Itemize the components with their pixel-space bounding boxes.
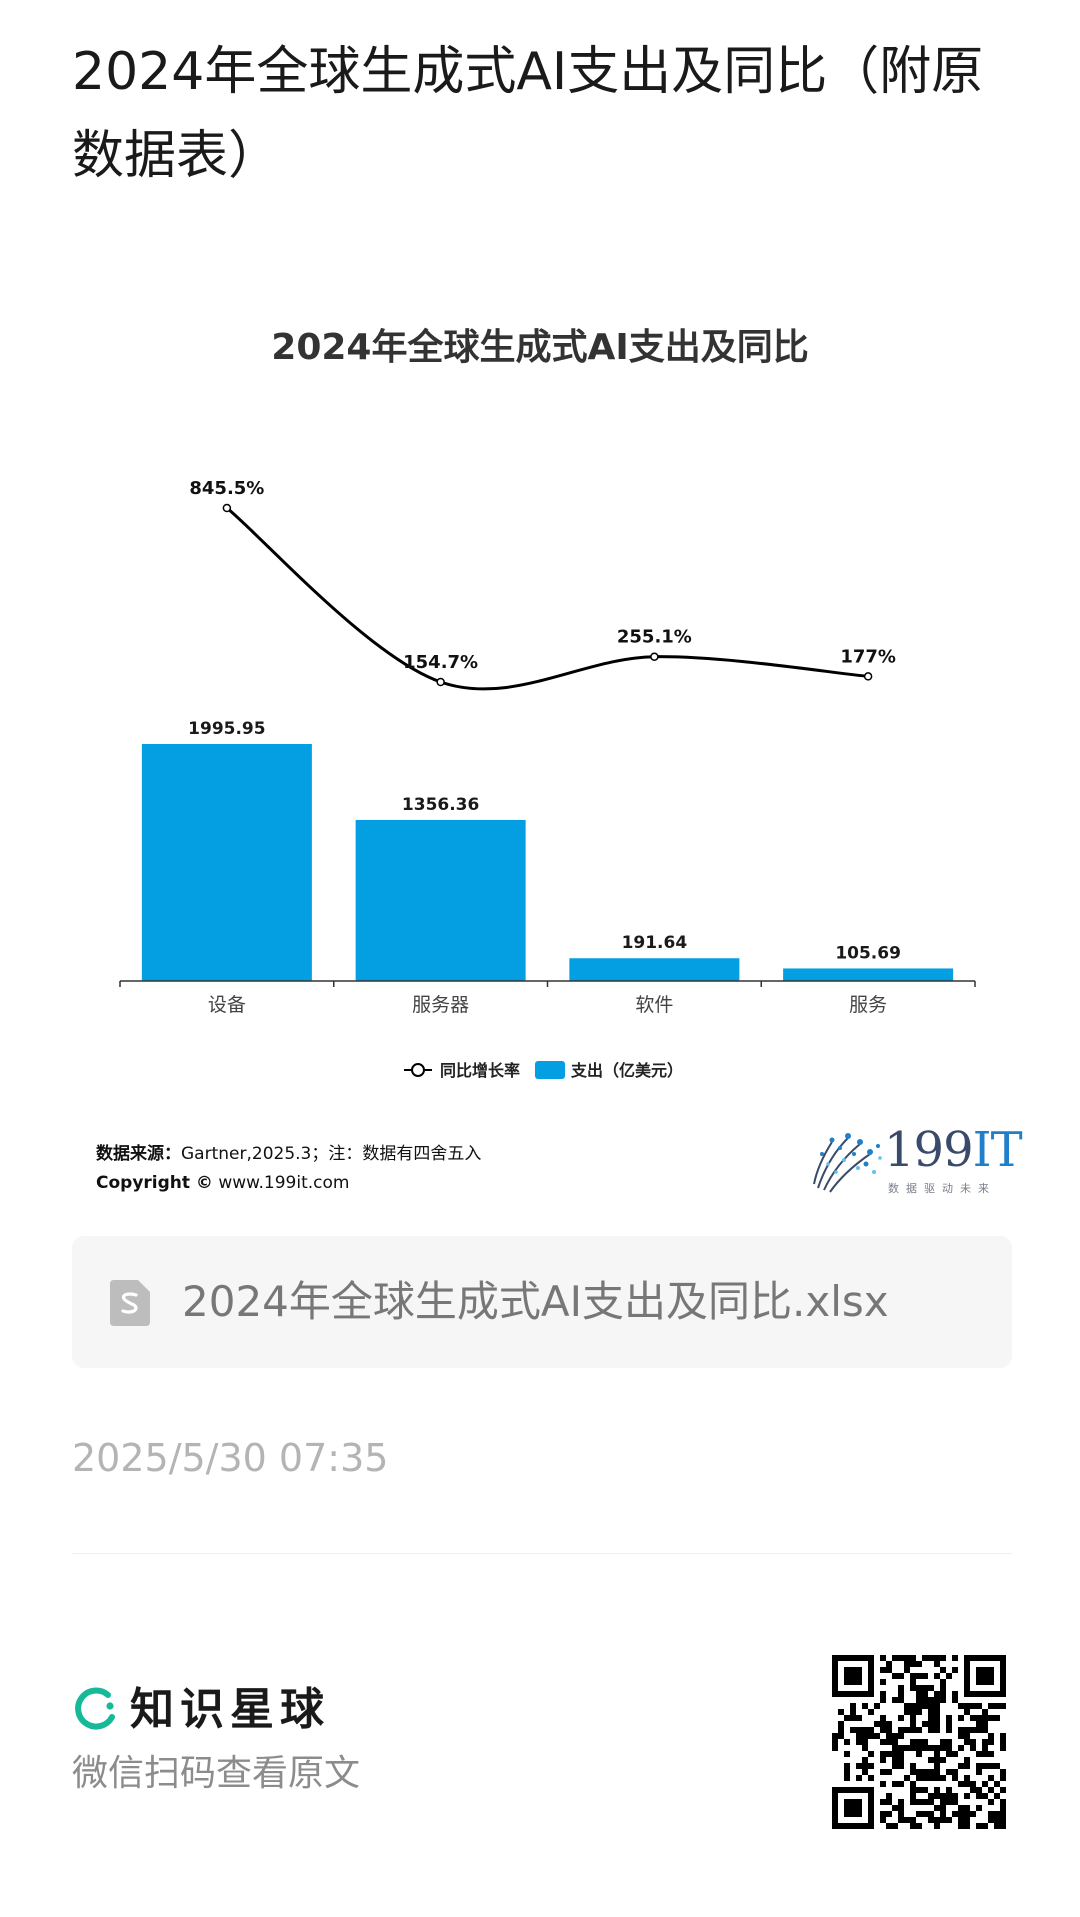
bar-0 xyxy=(141,744,312,981)
legend-line-marker xyxy=(411,1063,425,1077)
legend-spend-label: 支出（亿美元） xyxy=(570,1061,683,1080)
legend-bar-swatch xyxy=(535,1061,565,1079)
growth-point-2 xyxy=(650,652,659,661)
x-tick-label-3: 服务 xyxy=(849,994,887,1016)
logo-dots-icon xyxy=(813,1133,882,1193)
growth-point-3 xyxy=(863,672,873,681)
zsxq-logo-icon xyxy=(75,1687,115,1730)
logo-slogan: 数据驱动未来 xyxy=(888,1182,996,1195)
bar-label-3: 105.69 xyxy=(835,943,901,963)
source-block: 数据来源：Gartner,2025.3；注：数据有四舍五入 Copyright … xyxy=(96,1140,481,1198)
page-title: 2024年全球生成式AI支出及同比（附原数据表） xyxy=(72,42,984,186)
timestamp: 2025/5/30 07:35 xyxy=(72,1436,389,1480)
logo-text: 199IT xyxy=(884,1122,1023,1178)
brand-name: 知识星球 xyxy=(130,1684,330,1735)
bar-3 xyxy=(783,968,954,981)
x-tick-label-1: 服务器 xyxy=(412,994,469,1016)
logo-199it: 199IT 数据驱动未来 xyxy=(808,1122,1023,1198)
bar-label-0: 1995.95 xyxy=(188,719,265,739)
chart: 1995.95 1356.36 191.64 105.69 设备 服务器 软件 服务 845… xyxy=(119,478,976,1080)
bar-2 xyxy=(569,958,740,981)
source-text: Gartner,2025.3；注：数据有四舍五入 xyxy=(181,1144,482,1164)
file-attachment-card[interactable]: 2024年全球生成式AI支出及同比.xlsx xyxy=(72,1236,1012,1368)
spreadsheet-file-icon xyxy=(110,1280,150,1326)
growth-label-1: 154.7% xyxy=(403,652,478,673)
scan-hint: 微信扫码查看原文 xyxy=(72,1753,361,1794)
growth-line xyxy=(225,506,869,691)
source-label: 数据来源： xyxy=(96,1144,181,1164)
legend-growth-label: 同比增长率 xyxy=(440,1061,520,1080)
x-tick-label-2: 软件 xyxy=(635,994,673,1016)
file-name: 2024年全球生成式AI支出及同比.xlsx xyxy=(182,1277,889,1326)
bar-label-1: 1356.36 xyxy=(402,795,479,815)
growth-label-2: 255.1% xyxy=(617,627,692,648)
bar-1 xyxy=(355,819,526,981)
qr-code[interactable] xyxy=(832,1655,1006,1829)
growth-point-1 xyxy=(436,677,445,687)
copyright-label: Copyright © xyxy=(96,1173,213,1193)
copyright-site[interactable]: www.199it.com xyxy=(218,1173,350,1193)
chart-title: 2024年全球生成式AI支出及同比 xyxy=(271,327,809,368)
divider xyxy=(72,1553,1012,1554)
growth-label-3: 177% xyxy=(840,646,896,667)
growth-label-0: 845.5% xyxy=(189,478,264,499)
bar-label-2: 191.64 xyxy=(622,933,688,953)
growth-point-0 xyxy=(222,503,232,513)
x-tick-label-0: 设备 xyxy=(208,994,246,1016)
